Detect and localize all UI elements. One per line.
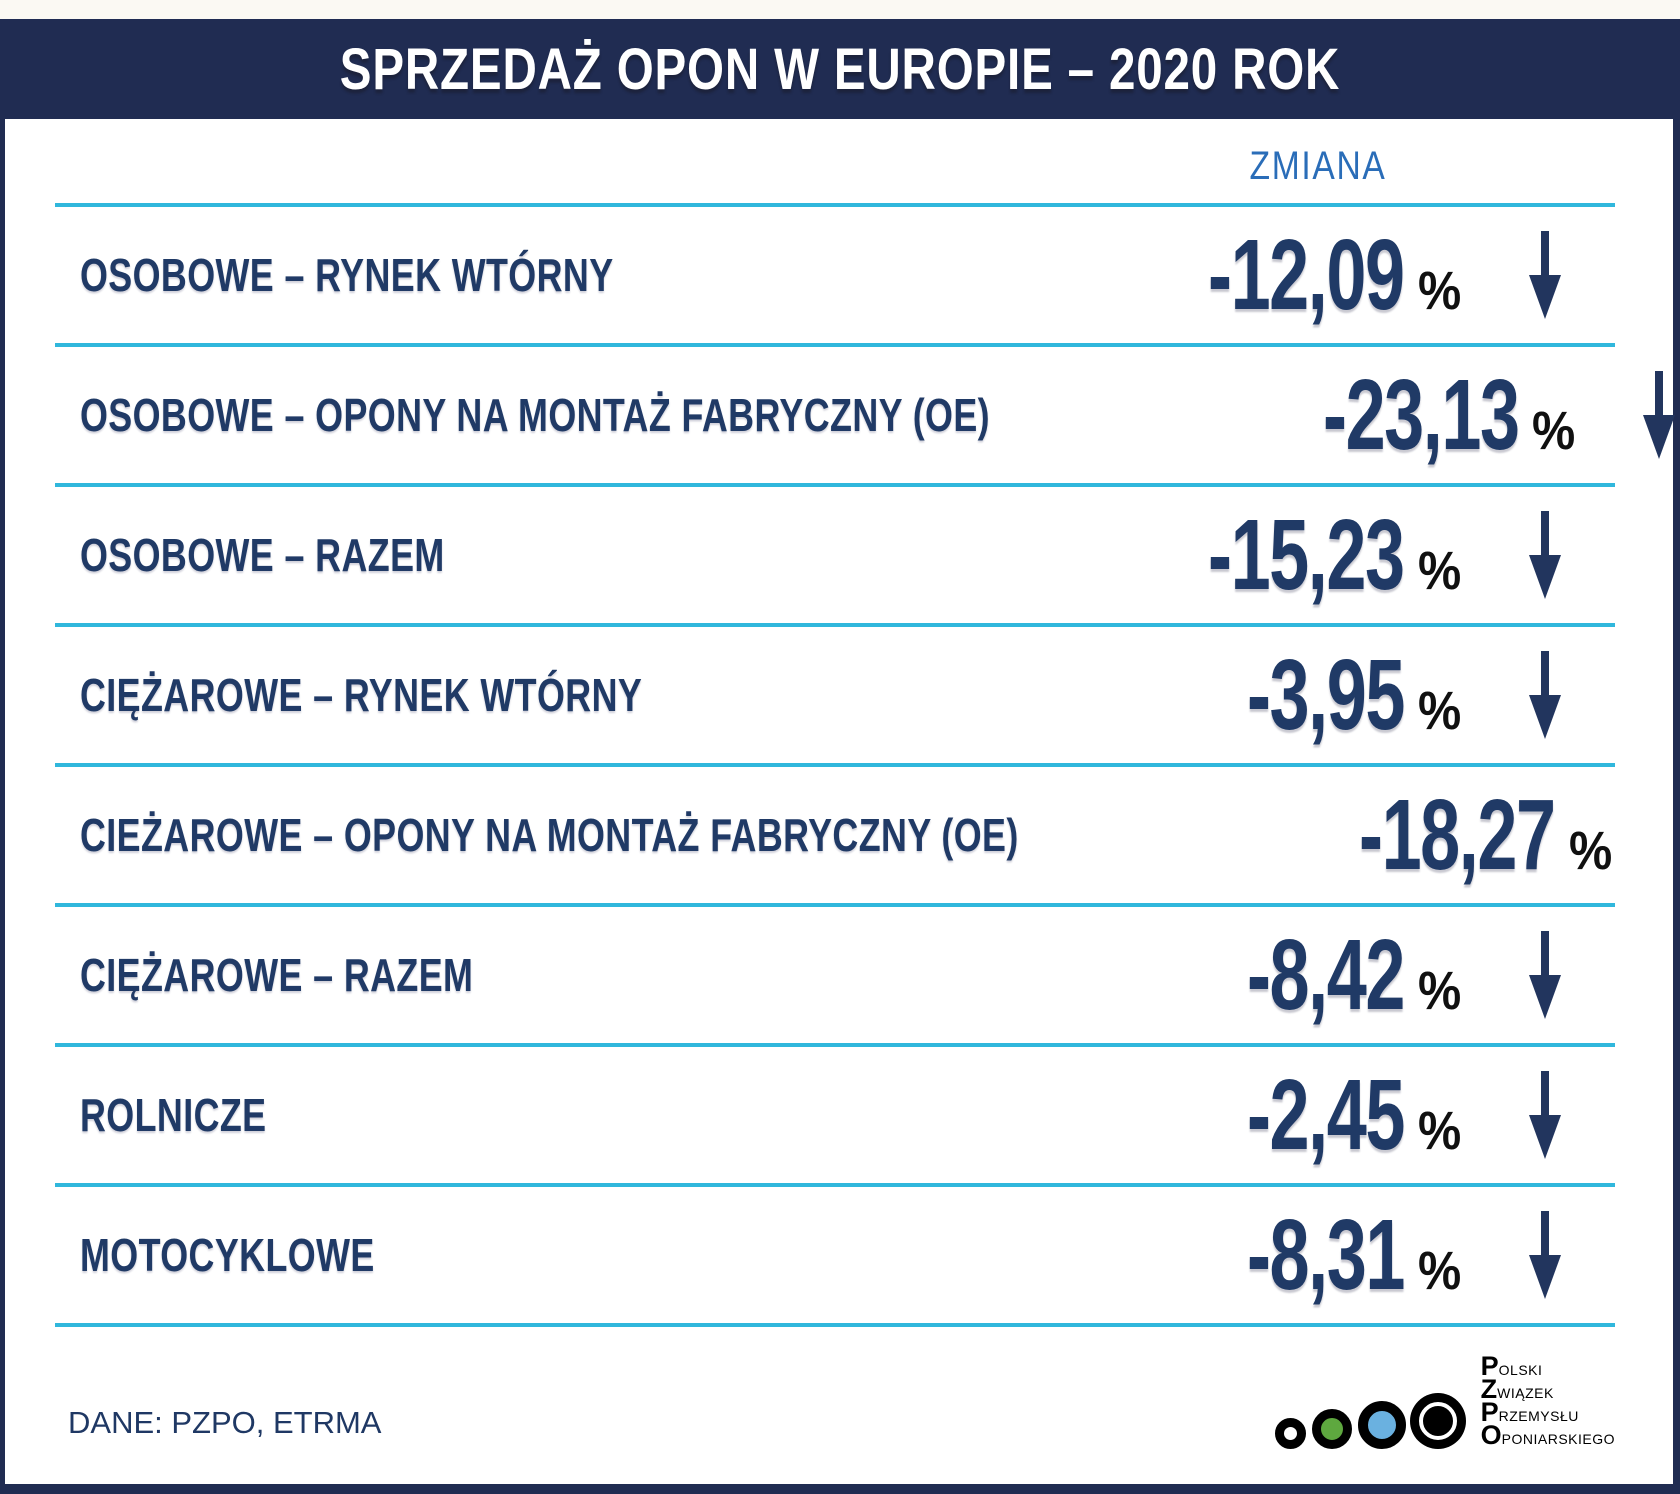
down-arrow-icon <box>1528 931 1562 1019</box>
change-value-group: -2,45 % <box>1126 1058 1466 1173</box>
down-arrow-icon <box>1528 231 1562 319</box>
row-label: ROLNICZE <box>80 1089 267 1141</box>
logo-circle-green <box>1311 1409 1352 1449</box>
percent-sign: % <box>1532 400 1576 461</box>
logo-rest: RZEMYSŁU <box>1498 1408 1579 1424</box>
row-divider <box>55 763 1615 767</box>
logo-rest: OLSKI <box>1498 1362 1543 1378</box>
table-row: CIEŻAROWE – OPONY NA MONTAŻ FABRYCZNY (O… <box>5 767 1680 903</box>
top-margin-strip <box>0 0 1680 19</box>
row-label: MOTOCYKLOWE <box>80 1229 375 1281</box>
row-divider <box>55 903 1615 907</box>
percent-sign: % <box>1417 1240 1462 1301</box>
logo-rest: WIĄZEK <box>1497 1385 1554 1401</box>
logo-text-line: P OLSKI <box>1480 1351 1615 1381</box>
data-source: DANE: PZPO, ETRMA <box>68 1405 382 1440</box>
table-row: OSOBOWE – OPONY NA MONTAŻ FABRYCZNY (OE)… <box>5 347 1676 483</box>
logo-initial: Z <box>1480 1374 1498 1404</box>
down-arrow-icon <box>1528 1211 1562 1299</box>
logo-circle-white <box>1274 1418 1306 1449</box>
pzpo-logo-text: P OLSKI Z WIĄZEK P RZEMYSŁU O PONIARSKIEGO <box>1480 1351 1615 1450</box>
row-divider <box>55 1323 1615 1327</box>
table-area: ZMIANA OSOBOWE – RYNEK WTÓRNY -12,09 % O… <box>0 119 1680 1494</box>
row-divider <box>55 203 1615 207</box>
down-arrow-icon <box>1528 511 1562 599</box>
change-value: -15,23 <box>1208 498 1405 611</box>
row-label: CIĘŻAROWE – RYNEK WTÓRNY <box>80 669 643 721</box>
table-row: CIĘŻAROWE – RAZEM -8,42 % <box>5 907 1673 1043</box>
logo-circle-blue <box>1357 1401 1406 1449</box>
change-value-group: -23,13 % <box>1247 358 1581 473</box>
percent-sign: % <box>1417 260 1462 321</box>
row-divider <box>55 1043 1615 1047</box>
change-value: -3,95 <box>1247 638 1405 751</box>
change-value: -8,42 <box>1247 918 1405 1031</box>
row-divider <box>55 343 1615 347</box>
table-row: MOTOCYKLOWE -8,31 % <box>5 1187 1673 1323</box>
change-column-header: ZMIANA <box>1249 144 1387 188</box>
pzpo-logo: P OLSKI Z WIĄZEK P RZEMYSŁU O PONIARSKIEGO <box>1274 1351 1615 1450</box>
logo-initial: P <box>1480 1397 1499 1427</box>
footer: DANE: PZPO, ETRMA P OLSKI Z WIĄZEK <box>5 1327 1673 1484</box>
change-value: -23,13 <box>1322 358 1520 471</box>
down-arrow-icon <box>1528 651 1562 739</box>
change-value: -18,27 <box>1359 778 1556 891</box>
logo-text-line: Z WIĄZEK <box>1480 1374 1615 1404</box>
percent-sign: % <box>1417 540 1462 601</box>
row-label: OSOBOWE – OPONY NA MONTAŻ FABRYCZNY (OE) <box>80 389 990 441</box>
column-header-row: ZMIANA <box>5 119 1673 203</box>
title-bar: SPRZEDAŻ OPON W EUROPIE – 2020 ROK <box>0 19 1680 119</box>
change-value: -12,09 <box>1208 218 1405 331</box>
row-label: OSOBOWE – RYNEK WTÓRNY <box>80 249 614 301</box>
row-divider <box>55 483 1615 487</box>
row-divider <box>55 1183 1615 1187</box>
logo-circle-black <box>1418 1402 1457 1440</box>
change-value-group: -3,95 % <box>1126 638 1466 753</box>
page-title: SPRZEDAŻ OPON W EUROPIE – 2020 ROK <box>339 36 1341 102</box>
logo-rest: PONIARSKIEGO <box>1501 1431 1615 1447</box>
percent-sign: % <box>1568 820 1613 881</box>
pzpo-logo-circles-icon <box>1274 1393 1469 1449</box>
logo-text-line: P RZEMYSŁU <box>1480 1397 1615 1427</box>
percent-sign: % <box>1417 1100 1462 1161</box>
logo-text-line: O PONIARSKIEGO <box>1480 1420 1615 1450</box>
change-value: -8,31 <box>1247 1198 1405 1311</box>
change-value-group: -12,09 % <box>1126 218 1466 333</box>
down-arrow-icon <box>1528 1071 1562 1159</box>
change-value-group: -8,31 % <box>1126 1198 1466 1313</box>
down-arrow-icon <box>1642 371 1676 459</box>
logo-initial: P <box>1480 1351 1499 1381</box>
change-value: -2,45 <box>1247 1058 1405 1171</box>
row-divider <box>55 623 1615 627</box>
table-row: OSOBOWE – RAZEM -15,23 % <box>5 487 1673 623</box>
logo-initial: O <box>1480 1420 1502 1450</box>
percent-sign: % <box>1417 960 1462 1021</box>
table-row: CIĘŻAROWE – RYNEK WTÓRNY -3,95 % <box>5 627 1673 763</box>
row-label: CIEŻAROWE – OPONY NA MONTAŻ FABRYCZNY (O… <box>80 809 1019 861</box>
row-label: OSOBOWE – RAZEM <box>80 529 445 581</box>
change-value-group: -18,27 % <box>1283 778 1617 893</box>
percent-sign: % <box>1417 680 1462 741</box>
row-label: CIĘŻAROWE – RAZEM <box>80 949 474 1001</box>
change-value-group: -15,23 % <box>1126 498 1466 613</box>
change-value-group: -8,42 % <box>1126 918 1466 1033</box>
table-row: ROLNICZE -2,45 % <box>5 1047 1673 1183</box>
table-row: OSOBOWE – RYNEK WTÓRNY -12,09 % <box>5 207 1673 343</box>
